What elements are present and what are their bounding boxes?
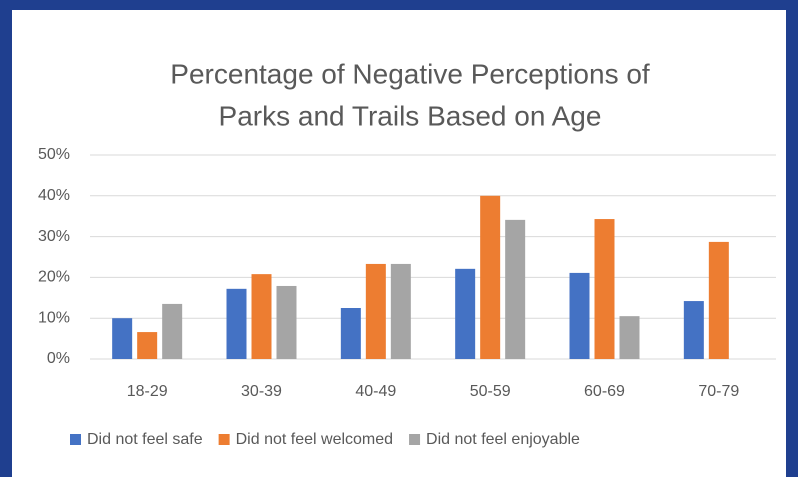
bar <box>480 195 501 359</box>
bar <box>683 301 704 359</box>
bar <box>505 219 526 359</box>
legend-label: Did not feel safe <box>87 431 203 448</box>
bar <box>276 285 297 359</box>
chart-area <box>12 10 786 477</box>
y-tick-label: 0% <box>47 350 70 367</box>
bar <box>226 288 247 359</box>
bar <box>112 318 133 359</box>
bar <box>708 241 729 359</box>
bar <box>390 263 411 359</box>
chart-title: Percentage of Negative Perceptions of <box>170 58 650 89</box>
legend-label: Did not feel enjoyable <box>426 431 580 448</box>
x-tick-label: 40-49 <box>355 383 396 400</box>
x-tick-label: 18-29 <box>127 383 168 400</box>
x-tick-label: 30-39 <box>241 383 282 400</box>
y-tick-label: 50% <box>38 146 70 163</box>
bar <box>594 219 615 359</box>
legend-swatch <box>409 434 421 445</box>
bar <box>619 316 640 359</box>
y-tick-label: 30% <box>38 228 70 245</box>
x-tick-label: 70-79 <box>698 383 739 400</box>
x-tick-label: 60-69 <box>584 383 625 400</box>
bar <box>365 263 386 359</box>
bar <box>455 268 476 359</box>
bar <box>162 303 183 359</box>
bar <box>569 272 590 359</box>
legend-swatch <box>218 434 230 445</box>
legend-label: Did not feel welcomed <box>236 431 393 448</box>
y-tick-label: 40% <box>38 187 70 204</box>
bar <box>251 274 272 359</box>
legend-swatch <box>70 434 81 445</box>
x-tick-label: 50-59 <box>470 383 511 400</box>
y-tick-label: 10% <box>38 309 70 326</box>
chart-title: Parks and Trails Based on Age <box>219 100 602 131</box>
y-tick-label: 20% <box>38 269 70 286</box>
bar <box>137 332 158 359</box>
bar <box>340 308 361 359</box>
